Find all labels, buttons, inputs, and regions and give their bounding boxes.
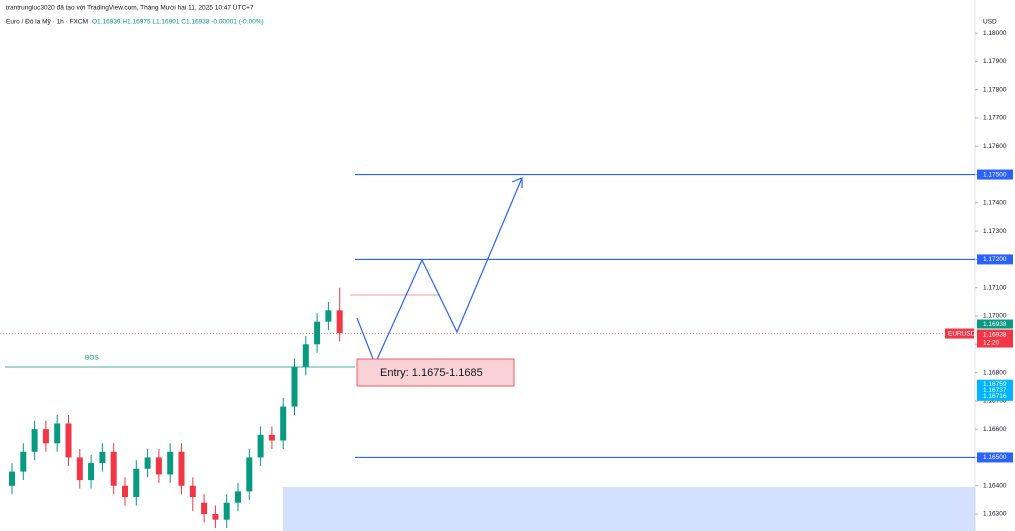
candle-body bbox=[65, 423, 72, 458]
y-tick-label: 1.17300 bbox=[983, 228, 1007, 235]
symbol-tag bbox=[945, 328, 974, 339]
projection-arrowhead bbox=[511, 177, 523, 188]
entry-box bbox=[356, 358, 515, 387]
y-tick-label: 1.17700 bbox=[983, 115, 1007, 122]
candle-body bbox=[122, 485, 128, 498]
zone-tag-label: 1.16737 bbox=[983, 387, 1007, 394]
price-tag bbox=[977, 329, 1013, 348]
level-tag-label: 1.17500 bbox=[983, 171, 1007, 178]
level-tag-label: 1.17200 bbox=[983, 256, 1007, 263]
candle-body bbox=[99, 451, 106, 464]
candle-body bbox=[133, 468, 140, 498]
zone-tag bbox=[977, 385, 1013, 395]
y-tick-label: 1.17100 bbox=[983, 284, 1007, 291]
candle-body bbox=[155, 457, 162, 475]
axis-currency: USD bbox=[983, 19, 997, 26]
candle-body bbox=[325, 310, 332, 322]
y-tick-label: 1.16600 bbox=[983, 426, 1007, 433]
candle-body bbox=[336, 310, 343, 333]
price-tag-label: 1.16938 bbox=[983, 331, 1007, 338]
candle-body bbox=[144, 457, 151, 469]
candle-body bbox=[246, 457, 253, 492]
candle-body bbox=[257, 434, 264, 458]
y-tick-label: 1.16700 bbox=[983, 398, 1007, 405]
y-tick-label: 1.16400 bbox=[983, 482, 1007, 489]
candle-body bbox=[302, 344, 309, 367]
candle-body bbox=[42, 429, 49, 444]
candle-body bbox=[212, 514, 219, 520]
zone-tag-label: 1.16759 bbox=[983, 381, 1007, 388]
level-tag-label: 1.16500 bbox=[983, 454, 1007, 461]
candle-body bbox=[235, 491, 241, 503]
candle-body bbox=[201, 502, 208, 515]
countdown-label: 12:20 bbox=[983, 339, 1000, 346]
chart-layer: 1.18000 1.17900 1.17800 1.17700 1.17600 1.175… bbox=[0, 30, 1013, 529]
candle-body bbox=[110, 451, 117, 486]
candle-body bbox=[268, 434, 275, 441]
candle-body bbox=[178, 451, 185, 486]
candle-body bbox=[223, 502, 230, 520]
candle-body bbox=[189, 485, 196, 498]
entry-label: Entry: 1.1675-1.1685 bbox=[380, 367, 483, 379]
candle-body bbox=[88, 463, 95, 481]
y-tick-label: 1.18000 bbox=[983, 30, 1007, 37]
candle-body bbox=[9, 471, 15, 486]
y-tick-label: 1.16800 bbox=[983, 369, 1007, 376]
symbol-info: Euro / Đô la Mỹ · 1h · FXCM bbox=[6, 19, 88, 26]
zone-tag bbox=[977, 379, 1013, 389]
y-tick-label: 1.17800 bbox=[983, 86, 1007, 93]
zone-tag-label: 1.16716 bbox=[983, 393, 1007, 400]
price-tag-up bbox=[977, 319, 1013, 329]
y-tick-label: 1.17600 bbox=[983, 143, 1007, 150]
ohlc-info: O1.16939 H1.16975 L1.16901 C1.16938 -0.0… bbox=[92, 19, 264, 26]
candle-body bbox=[291, 366, 298, 407]
y-tick-label: 1.16300 bbox=[983, 511, 1007, 518]
watermark-text: trantrungluc3020 đã tạo với TradingView.… bbox=[6, 5, 254, 12]
price-tag-up-label: 1.16938 bbox=[983, 321, 1007, 328]
level-tag bbox=[977, 169, 1013, 180]
level-tag bbox=[977, 254, 1013, 265]
y-tick-label: 1.17400 bbox=[983, 200, 1007, 207]
candle-body bbox=[54, 423, 61, 444]
candle-body bbox=[314, 321, 321, 345]
candle-body bbox=[76, 457, 83, 481]
y-tick-label: 1.17000 bbox=[983, 313, 1007, 320]
candle-body bbox=[280, 406, 287, 441]
level-tag bbox=[977, 452, 1013, 463]
bos-label: BOS bbox=[85, 355, 99, 362]
zone-tag bbox=[977, 391, 1013, 401]
candle-body bbox=[31, 429, 38, 452]
candle-body bbox=[167, 451, 174, 475]
y-tick-label: 1.17900 bbox=[983, 58, 1007, 65]
demand-zone bbox=[283, 487, 975, 531]
candle-body bbox=[20, 451, 27, 472]
symbol-tag-label: EURUSD bbox=[948, 330, 976, 337]
